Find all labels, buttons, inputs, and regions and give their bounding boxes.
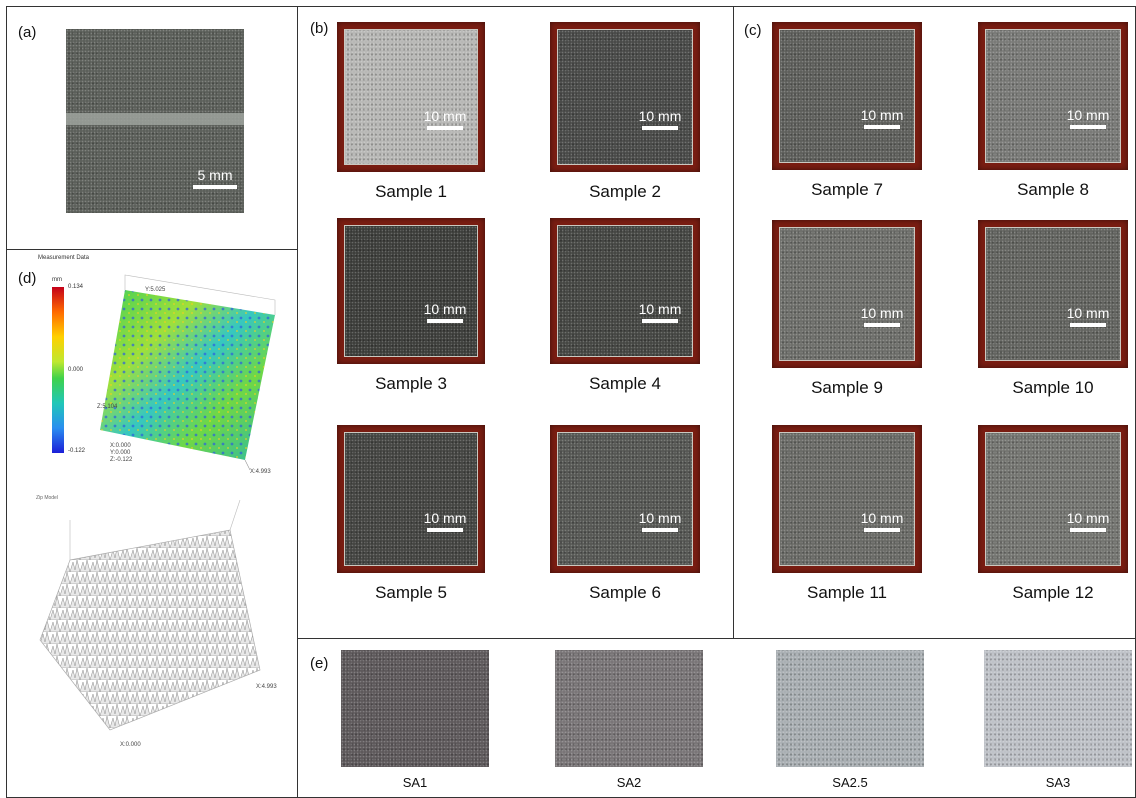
sample-b-caption: Sample 6 — [589, 583, 661, 602]
sample-b-plate: 10 mm — [337, 425, 485, 573]
sample-b-caption: Sample 2 — [589, 182, 661, 201]
sample-b-plate: 10 mm — [337, 218, 485, 364]
grade-caption: SA3 — [1045, 775, 1071, 790]
panel-c-label: (c) — [744, 22, 762, 39]
grade-swatch — [776, 650, 924, 767]
sample-c-scale-label: 10 mm — [1066, 509, 1110, 526]
sample-b-surface — [557, 432, 693, 566]
grade-swatch — [984, 650, 1132, 767]
sample-c-scalebar: 10 mm — [854, 510, 910, 532]
sample-b-scalebar: 10 mm — [417, 108, 473, 130]
panel-e-label: (e) — [310, 655, 329, 672]
sample-b-scale-label: 10 mm — [638, 509, 682, 526]
sample-c-plate: 10 mm — [978, 220, 1128, 368]
sample-c-scale-label: 10 mm — [860, 304, 904, 321]
sample-b-scalebar: 10 mm — [632, 301, 688, 324]
sample-b-scalebar: 10 mm — [632, 108, 688, 130]
sample-b-scalebar: 10 mm — [417, 510, 473, 532]
sample-c-surface — [985, 29, 1121, 163]
axis-x-end: X:4.993 — [250, 469, 271, 475]
sample-b-scalebar: 10 mm — [632, 510, 688, 532]
sample-c-surface — [985, 227, 1121, 361]
colorbar-min: -0.122 — [68, 448, 86, 454]
sample-c-caption: Sample 9 — [811, 378, 883, 397]
axis-y-top: Y:5.025 — [145, 287, 166, 293]
sample-c-surface — [985, 432, 1121, 566]
sample-c-plate: 10 mm — [978, 425, 1128, 573]
sample-c-plate: 10 mm — [978, 22, 1128, 170]
sample-b-caption: Sample 3 — [375, 374, 447, 393]
panel-b-label: (b) — [310, 20, 329, 37]
panel-a-label: (a) — [18, 24, 37, 41]
colorbar-max: 0.134 — [68, 284, 84, 290]
sample-c-caption: Sample 7 — [811, 180, 883, 199]
axis-origin-bottom: X:0.000 — [120, 742, 141, 748]
sample-c-scale-label: 10 mm — [1066, 106, 1110, 123]
sample-c-scalebar: 10 mm — [854, 107, 910, 129]
grade-caption: SA2.5 — [832, 775, 868, 790]
sample-b-plate: 10 mm — [337, 22, 485, 172]
colorbar-unit: mm — [52, 277, 62, 283]
grade-caption: SA2 — [616, 775, 642, 790]
panel-d-title: Measurement Data — [38, 255, 90, 261]
sample-b-scale-label: 10 mm — [423, 108, 467, 124]
grade-caption: SA1 — [402, 775, 428, 790]
sample-b-caption: Sample 5 — [375, 583, 447, 602]
sample-c-scalebar: 10 mm — [1060, 305, 1116, 327]
axis-x-end-bottom: X:4.993 — [256, 684, 277, 690]
sample-b-plate: 10 mm — [550, 425, 700, 573]
sample-c-plate: 10 mm — [772, 22, 922, 170]
sample-c-surface — [779, 432, 915, 566]
colorbar-mid: 0.000 — [68, 367, 84, 373]
colorbar — [52, 287, 64, 453]
sample-b-surface — [344, 432, 478, 566]
surface-height-map — [100, 274, 276, 471]
sample-b-caption: Sample 4 — [589, 374, 661, 393]
sample-b-plate: 10 mm — [550, 22, 700, 172]
sample-b-scale-label: 10 mm — [423, 301, 467, 318]
sample-b-surface — [557, 225, 693, 357]
sample-b-surface — [344, 225, 478, 357]
sample-c-caption: Sample 11 — [806, 583, 887, 602]
sample-b-surface — [344, 29, 478, 165]
sample-c-scalebar: 10 mm — [1060, 510, 1116, 532]
weld-seam — [66, 113, 244, 125]
sample-c-caption: Sample 8 — [1017, 180, 1089, 199]
sample-c-plate: 10 mm — [772, 220, 922, 368]
surface-3d-wireframe — [39, 500, 261, 731]
grade-swatch — [341, 650, 489, 767]
bottom-title: Zip Model — [36, 495, 58, 501]
sample-c-scale-label: 10 mm — [860, 106, 904, 123]
sample-b-scale-label: 10 mm — [638, 301, 682, 318]
sample-c-scale-label: 10 mm — [1066, 304, 1110, 321]
sample-b-surface — [557, 29, 693, 165]
sample-b-plate: 10 mm — [550, 218, 700, 364]
panel-a-scale-label: 5 mm — [197, 167, 233, 183]
sample-c-scalebar: 10 mm — [1060, 107, 1116, 129]
panel-a-scalebar: 5 mm — [190, 167, 240, 189]
sample-b-scalebar: 10 mm — [417, 301, 473, 324]
sample-c-caption: Sample 12 — [1012, 583, 1094, 602]
sample-b-scale-label: 10 mm — [638, 108, 682, 124]
sample-b-caption: Sample 1 — [375, 182, 447, 201]
sample-c-surface — [779, 29, 915, 163]
sample-c-surface — [779, 227, 915, 361]
panel-d-label: (d) — [18, 270, 37, 287]
sample-c-scalebar: 10 mm — [854, 305, 910, 327]
axis-origin: X:0.000 Y:0.000 Z:-0.122 — [110, 443, 133, 463]
sample-b-scale-label: 10 mm — [423, 509, 467, 526]
sample-c-caption: Sample 10 — [1012, 378, 1094, 397]
grade-swatch — [555, 650, 703, 767]
panel-a-photo: 5 mm — [66, 29, 244, 213]
sample-c-scale-label: 10 mm — [860, 509, 904, 526]
axis-z-mid: Z:5.104 — [97, 404, 118, 410]
sample-c-plate: 10 mm — [772, 425, 922, 573]
rough-surface — [40, 530, 260, 730]
